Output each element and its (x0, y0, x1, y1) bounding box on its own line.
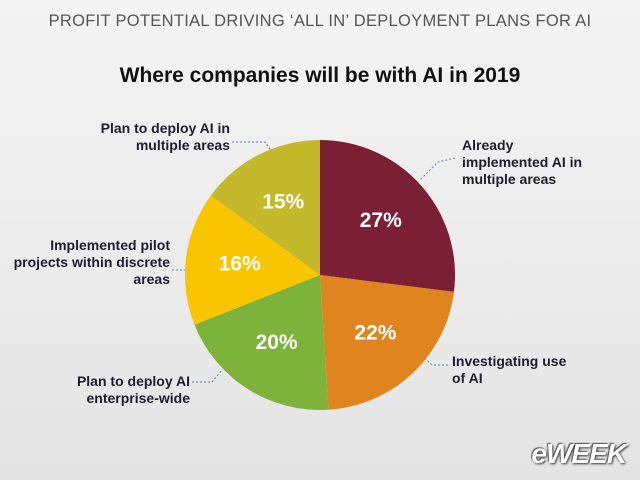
leader-line (192, 369, 223, 383)
slice-label: Investigating use of AI (452, 353, 567, 386)
slice-label: Plan to deploy AI in multiple areas (100, 120, 230, 153)
pie-slice (185, 195, 320, 325)
slice-label: Already implemented AI in multiple areas (462, 137, 583, 187)
slice-label: Plan to deploy AI enterprise-wide (76, 373, 190, 406)
header: PROFIT POTENTIAL DRIVING ‘ALL IN’ DEPLOY… (48, 12, 592, 30)
slice-label: Implemented pilot projects within discre… (13, 237, 170, 287)
value-label: 22% (354, 322, 396, 345)
value-label: 20% (256, 331, 298, 354)
pie-slice (194, 275, 329, 410)
value-label: 15% (262, 190, 304, 213)
value-label: 16% (219, 252, 261, 275)
leader-line (419, 157, 456, 181)
brand-logo: eWEEK (531, 438, 627, 469)
leader-line (232, 141, 273, 153)
value-label: 27% (360, 209, 402, 232)
pie-slice (320, 140, 456, 292)
pie-slice (210, 140, 320, 275)
pie-slice (320, 275, 454, 410)
chart-title: Where companies will be with AI in 2019 (119, 64, 521, 87)
